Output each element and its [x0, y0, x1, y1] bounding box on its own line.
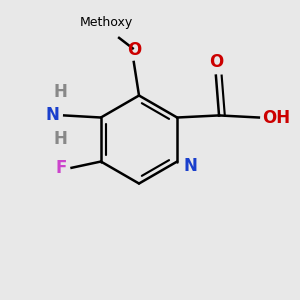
- Text: F: F: [56, 159, 68, 177]
- Text: H: H: [53, 130, 67, 148]
- Text: H: H: [53, 83, 67, 101]
- Text: N: N: [183, 157, 197, 175]
- Text: O: O: [127, 41, 141, 59]
- Text: Methoxy: Methoxy: [80, 16, 133, 29]
- Text: OH: OH: [262, 109, 290, 127]
- Text: O: O: [209, 53, 223, 71]
- Text: N: N: [45, 106, 59, 124]
